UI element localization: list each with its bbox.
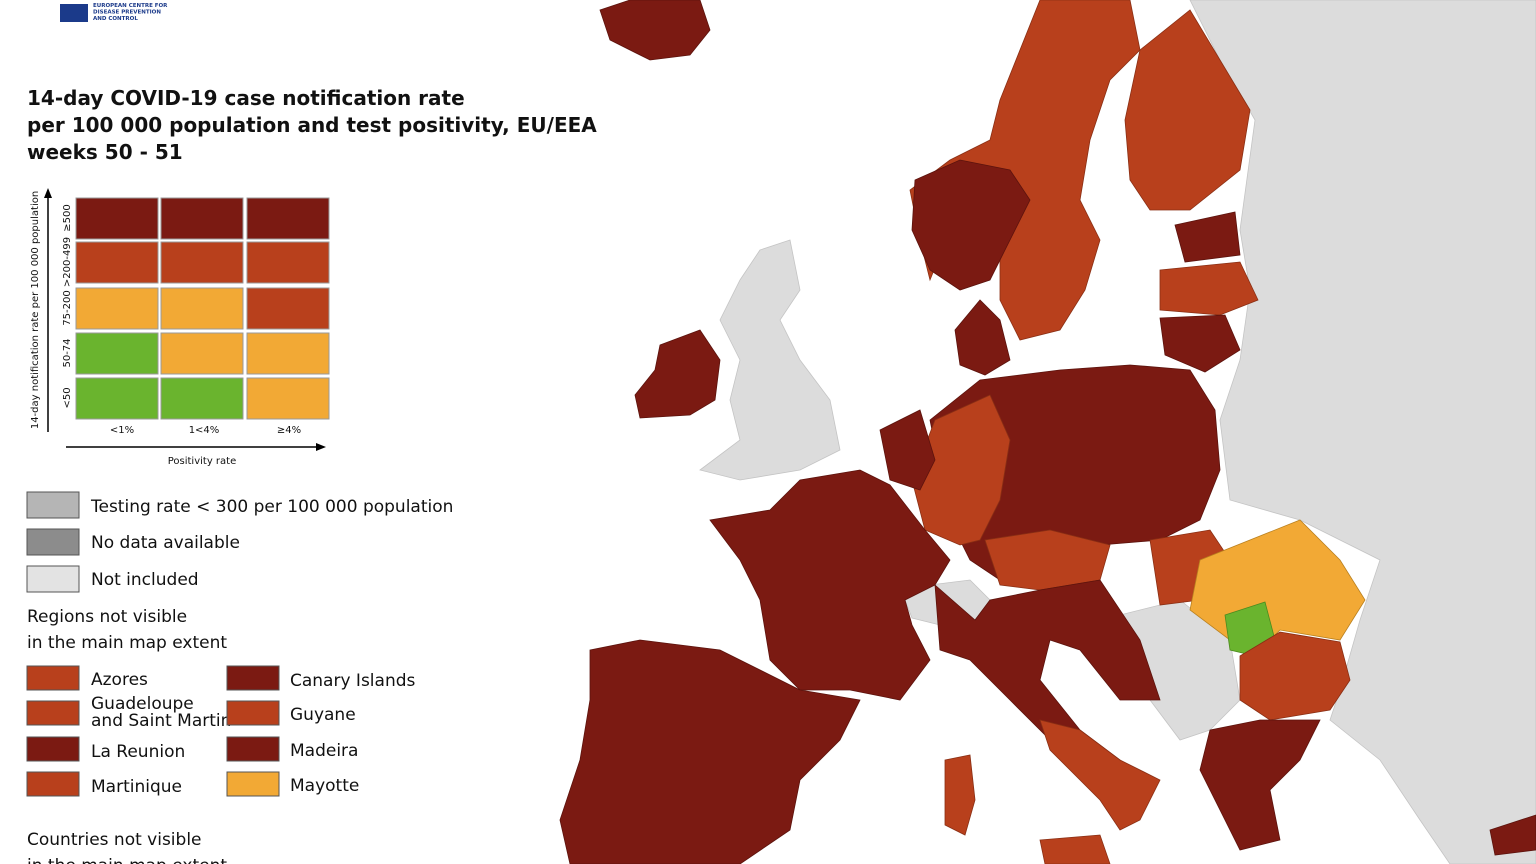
matrix-cell [75, 197, 159, 240]
section-heading: in the main map extent [27, 633, 227, 653]
matrix-cell [160, 377, 244, 420]
benelux [879, 409, 936, 491]
swatch [26, 565, 80, 593]
swatch [26, 771, 80, 797]
row-label: ≥500 [62, 204, 73, 231]
section-heading: Regions not visible [27, 607, 187, 627]
region-label: Guadeloupe [91, 694, 194, 714]
y-axis-label: 14-day notification rate per 100 000 pop… [30, 191, 41, 429]
matrix-cell [160, 241, 244, 284]
x-axis-label: Positivity rate [168, 456, 237, 467]
column-label: ≥4% [277, 425, 301, 436]
region-label: Madeira [290, 741, 358, 761]
swatch [226, 700, 280, 726]
logo-text: EUROPEAN CENTRE FOR [93, 3, 168, 9]
germany-poland [929, 364, 1221, 581]
legend-label: Not included [91, 570, 199, 590]
section-heading: in the main map extent [27, 856, 227, 864]
swatch [26, 736, 80, 762]
italy-south [1039, 719, 1161, 831]
matrix-cell [75, 332, 159, 375]
ireland [634, 329, 721, 419]
region-label: Azores [91, 670, 148, 690]
column-label: <1% [110, 425, 134, 436]
matrix-cell [160, 332, 244, 375]
swatch [226, 736, 280, 762]
title: 14-day COVID-19 case notification rate [27, 86, 465, 110]
row-label: 50-74 [62, 338, 73, 367]
bulgaria [1239, 631, 1351, 721]
logo-text: AND CONTROL [93, 16, 138, 22]
matrix-legend: 14-day notification rate per 100 000 pop… [30, 188, 330, 467]
sardinia [944, 754, 976, 836]
matrix-cell [246, 377, 330, 420]
united-kingdom [699, 239, 841, 481]
france [709, 469, 951, 701]
estonia [1174, 211, 1241, 263]
swatch [26, 491, 80, 519]
row-label: <50 [62, 387, 73, 408]
swatch [26, 700, 80, 726]
legend-label: Testing rate < 300 per 100 000 populatio… [90, 497, 453, 517]
latvia [1159, 261, 1259, 316]
matrix-cell [246, 287, 330, 330]
x-arrowhead [316, 443, 326, 451]
region-label: Mayotte [290, 776, 359, 796]
finland [1124, 9, 1251, 211]
y-arrowhead [44, 188, 52, 198]
region-label: and Saint Martin [91, 711, 231, 731]
germany-west [911, 394, 1011, 546]
matrix-cell [246, 332, 330, 375]
swatch [226, 771, 280, 797]
row-label: >200-499 [62, 237, 73, 287]
matrix-cell [75, 241, 159, 284]
denmark [954, 299, 1011, 376]
matrix-cell [75, 377, 159, 420]
lithuania [1159, 314, 1241, 373]
greece [1199, 719, 1321, 851]
swatch [26, 528, 80, 556]
region-label: La Reunion [91, 742, 185, 762]
logo-text: DISEASE PREVENTION [93, 10, 161, 16]
sicily [1039, 834, 1111, 864]
matrix-cell [246, 241, 330, 284]
swatch [26, 665, 80, 691]
norway-south [911, 159, 1031, 291]
swatch [226, 665, 280, 691]
matrix-cell [160, 197, 244, 240]
region-label: Martinique [91, 777, 182, 797]
section-heading: Countries not visible [27, 830, 202, 850]
eastern-land [1189, 0, 1536, 864]
row-label: 75-200 [62, 290, 73, 325]
column-label: 1<4% [189, 425, 220, 436]
region-label: Canary Islands [290, 671, 416, 691]
legend-label: No data available [91, 533, 240, 553]
matrix-cell [75, 287, 159, 330]
iceland [599, 0, 711, 61]
matrix-cell [160, 287, 244, 330]
crete-cyprus [1489, 814, 1536, 856]
matrix-cell [246, 197, 330, 240]
title: per 100 000 population and test positivi… [27, 113, 597, 137]
iberia [559, 639, 861, 864]
logo-flag [60, 4, 88, 22]
title: weeks 50 - 51 [27, 140, 183, 164]
italy-slovenia-croatia [934, 579, 1161, 801]
region-label: Guyane [290, 705, 356, 725]
map [559, 0, 1536, 864]
